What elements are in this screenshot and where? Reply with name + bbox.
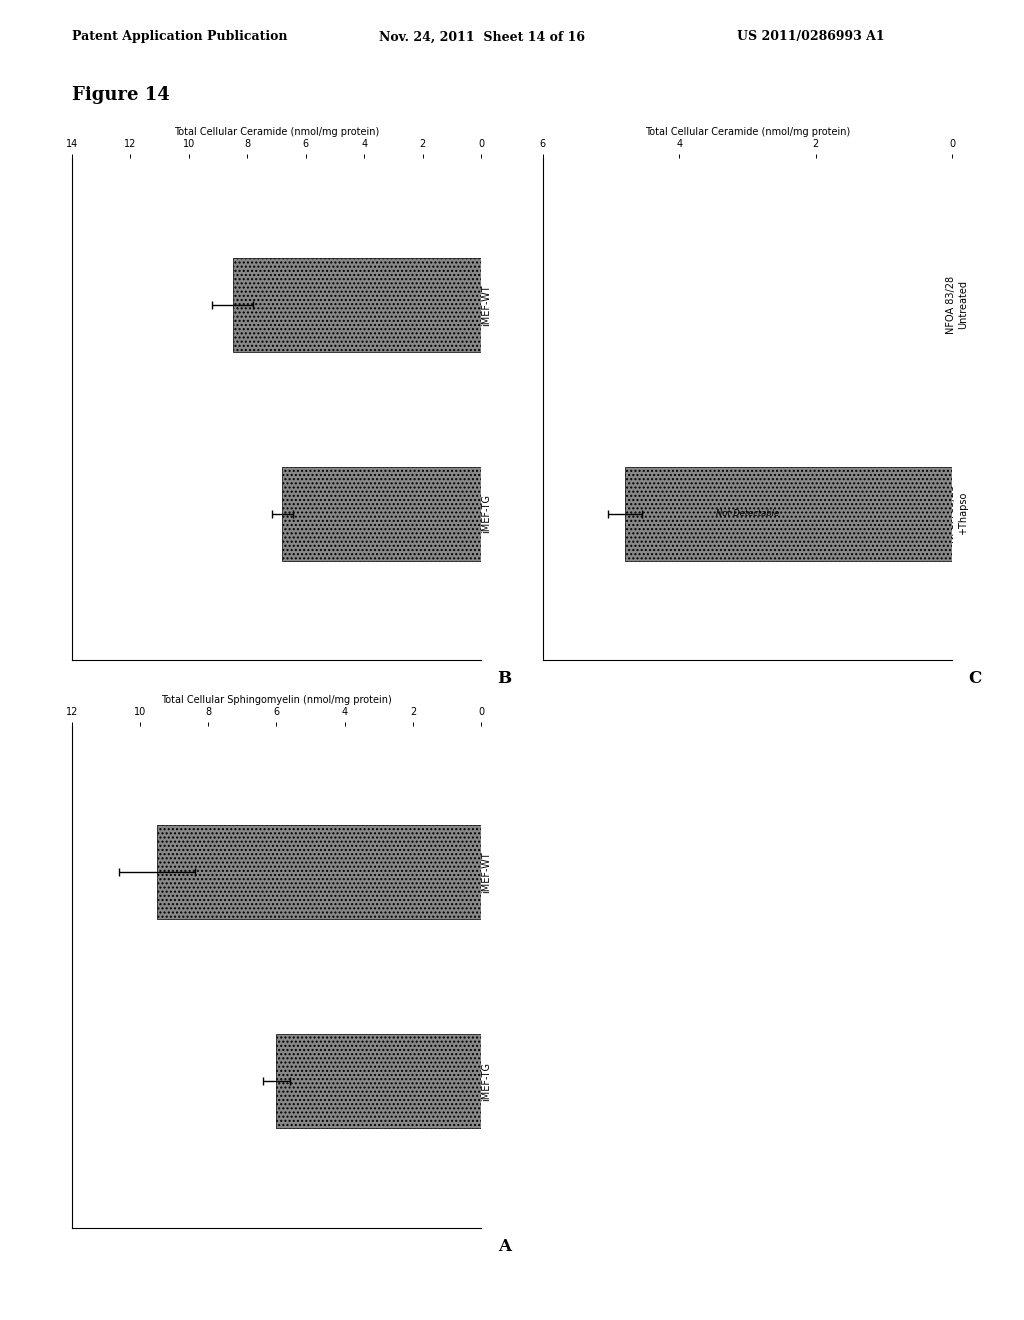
Bar [157,825,481,919]
X-axis label: Total Cellular Ceramide (nmol/mg protein): Total Cellular Ceramide (nmol/mg protein… [174,127,379,137]
Text: Nov. 24, 2011  Sheet 14 of 16: Nov. 24, 2011 Sheet 14 of 16 [379,30,585,44]
X-axis label: Total Cellular Ceramide (nmol/mg protein): Total Cellular Ceramide (nmol/mg protein… [645,127,850,137]
Text: Patent Application Publication: Patent Application Publication [72,30,287,44]
Text: A: A [498,1238,511,1254]
Bar [283,467,481,561]
Bar [276,1035,481,1129]
Text: US 2011/0286993 A1: US 2011/0286993 A1 [737,30,885,44]
Text: Not Detectable: Not Detectable [716,510,779,519]
X-axis label: Total Cellular Sphingomyelin (nmol/mg protein): Total Cellular Sphingomyelin (nmol/mg pr… [161,694,392,705]
Text: B: B [498,671,512,686]
Bar [232,257,481,351]
Bar [625,467,952,561]
Text: C: C [969,671,982,686]
Text: Figure 14: Figure 14 [72,86,169,104]
